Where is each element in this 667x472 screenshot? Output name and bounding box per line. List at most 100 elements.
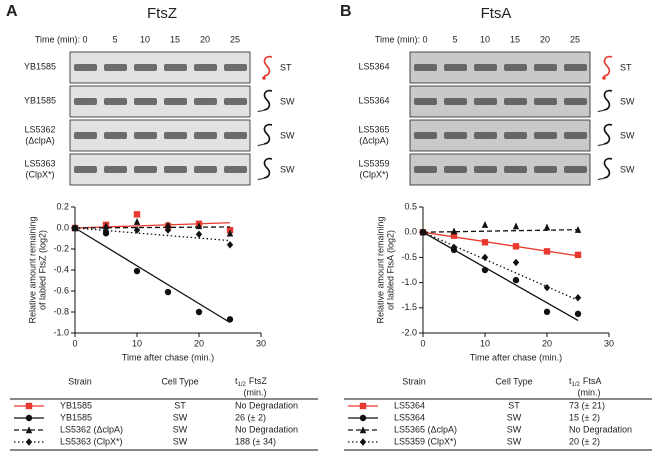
table-header: t1/2 FtsZ <box>235 376 267 387</box>
cell-label: SW <box>620 164 635 174</box>
strain-label: LS5363 <box>24 158 55 168</box>
band <box>534 132 557 139</box>
time-value: 5 <box>452 34 457 44</box>
data-point <box>102 222 110 230</box>
x-tick-label: 20 <box>194 338 204 348</box>
y-tick-label: -0.2 <box>53 243 69 253</box>
table-half-life: 20 (± 2) <box>569 436 600 446</box>
table-strain: LS5362 (ΔclpA) <box>60 424 123 434</box>
data-point <box>226 229 234 237</box>
x-axis-label: Time after chase (min.) <box>470 352 562 362</box>
data-point <box>164 226 172 234</box>
blot <box>409 85 591 118</box>
header-t: t <box>235 376 238 386</box>
time-value: 20 <box>200 34 210 44</box>
band <box>444 132 467 139</box>
table-cell: SW <box>173 412 188 422</box>
data-point <box>481 253 489 262</box>
table-strain: LS5363 (ClpX*) <box>60 436 123 446</box>
time-value: 0 <box>82 34 87 44</box>
data-point <box>574 251 582 259</box>
table-half-life: 188 (± 34) <box>235 436 276 446</box>
data-point <box>226 316 234 323</box>
legend-marker <box>359 402 367 410</box>
blot <box>69 85 251 118</box>
strain-label: LS5364 <box>358 61 389 71</box>
band <box>564 132 587 139</box>
band <box>504 64 527 71</box>
flagellum <box>257 143 265 147</box>
data-point <box>164 221 172 229</box>
legend-marker <box>359 438 367 446</box>
strain-label: YB1585 <box>24 61 56 71</box>
x-tick-label: 30 <box>256 338 266 348</box>
band <box>104 98 127 105</box>
data-point <box>450 232 458 239</box>
band <box>224 98 247 105</box>
header-t: t <box>569 376 572 386</box>
time-label: Time (min): <box>375 34 420 44</box>
y-tick-label: -0.6 <box>53 285 69 295</box>
cell-icon <box>263 123 273 145</box>
data-point <box>512 243 520 250</box>
band <box>164 64 187 71</box>
band <box>534 166 557 173</box>
data-point <box>450 243 458 252</box>
band <box>164 166 187 173</box>
fit-line <box>74 227 231 324</box>
band <box>74 166 97 173</box>
band <box>444 98 467 105</box>
data-point <box>133 267 141 275</box>
legend-marker <box>359 414 367 422</box>
blot <box>69 153 251 186</box>
time-value: 5 <box>112 34 117 44</box>
fit-line <box>74 222 231 229</box>
band <box>564 64 587 71</box>
data-point <box>195 230 203 238</box>
flagellum <box>257 109 265 113</box>
band <box>414 132 437 139</box>
time-value: 25 <box>570 34 580 44</box>
table-header: (min.) <box>244 387 267 397</box>
band <box>134 166 157 173</box>
data-point <box>102 227 110 235</box>
header-sub: 1/2 <box>238 382 247 388</box>
strain-note: (ClpX*) <box>359 169 388 179</box>
band <box>134 64 157 71</box>
band <box>414 166 437 173</box>
band <box>74 64 97 71</box>
fit-line <box>74 226 231 229</box>
time-label: Time (min): <box>35 34 80 44</box>
y-tick-label: 0.0 <box>56 222 69 232</box>
strain-label: LS5359 <box>358 158 389 168</box>
table-strain: YB1585 <box>60 400 92 410</box>
strain-note: (ΔclpA) <box>25 135 55 145</box>
fit-line <box>422 231 579 257</box>
table-header: (min.) <box>578 387 601 397</box>
strain-note: (ClpX*) <box>25 169 54 179</box>
fit-line <box>74 227 231 242</box>
band <box>564 166 587 173</box>
cell-icon <box>603 89 613 111</box>
band <box>194 166 217 173</box>
table-strain: LS5364 <box>394 412 425 422</box>
band <box>224 166 247 173</box>
time-value: 25 <box>230 34 240 44</box>
fit-line <box>422 231 579 321</box>
strain-label: LS5362 <box>24 124 55 134</box>
strain-label: LS5364 <box>358 95 389 105</box>
data-point <box>574 294 582 302</box>
x-tick-label: 0 <box>420 338 425 348</box>
time-value: 20 <box>540 34 550 44</box>
time-value: 10 <box>140 34 150 44</box>
band <box>74 98 97 105</box>
cell-icon <box>603 157 613 179</box>
data-point <box>195 222 203 230</box>
legend-marker <box>359 426 367 434</box>
table-cell: SW <box>173 436 188 446</box>
cell-label: SW <box>280 164 295 174</box>
data-point <box>512 222 520 230</box>
band <box>164 132 187 139</box>
band <box>504 98 527 105</box>
